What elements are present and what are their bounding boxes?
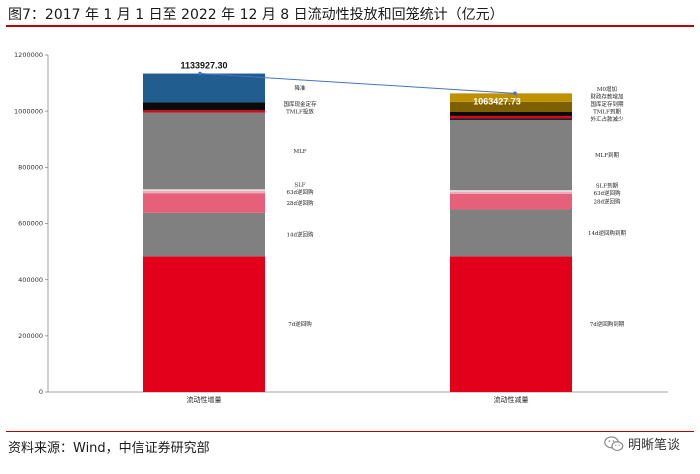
bar-segment [450,191,572,195]
bar-segment [143,73,265,103]
segment-label: SLF到期 [596,182,619,189]
segment-label: 降准 [294,84,306,92]
total-connector-line [199,73,516,94]
segment-label: 14d逆回购到期 [588,229,627,237]
bar-segment [450,112,572,116]
footer-rule [6,431,694,432]
bar-segment [450,256,572,392]
total-marker [513,91,517,96]
segment-label: 28d逆回购 [286,199,314,207]
bar-segment [143,256,265,392]
chart-title: 图7：2017 年 1 月 1 日至 2022 年 12 月 8 日流动性投放和… [8,7,504,23]
stacked-bar-chart: 0 200000 400000 600000 800000 1000000 1200000 7… [14,51,668,404]
y-tick-label: 400000 [18,276,43,284]
segment-label: M0增加 [597,85,617,93]
source-note: 资料来源：Wind，中信证券研究部 [8,441,210,456]
bar-segment [143,190,265,194]
y-tick-label: 1200000 [14,51,43,59]
segment-label: 63d逆回购 [593,189,621,197]
bar-segment [450,101,572,113]
segment-label: 14d逆回购 [286,231,314,239]
bar-segment [450,194,572,210]
bar-segment [143,102,265,111]
y-tick-label: 600000 [18,220,43,228]
segment-label: SLF [294,183,305,189]
brand-name: 明晰笔谈 [627,438,680,453]
y-tick-label: 800000 [18,164,43,172]
bar-segment [450,209,572,257]
segment-label: TMLF投放 [286,107,314,115]
segment-label: 7d逆回购到期 [590,320,625,328]
y-tick-label: 0 [39,388,43,396]
segment-label: 63d逆回购 [286,188,314,196]
segment-label: 7d逆回购 [288,320,312,328]
bar-segment [143,112,265,190]
segment-label: MLF [293,149,306,155]
bar-segment [143,212,265,257]
y-tick-label: 1000000 [14,107,43,115]
bar-segment [143,110,265,113]
segment-label: 国库定存到期 [590,100,624,108]
total-label: 1133927.30 [180,61,227,71]
segment-label: 财政存款增加 [590,93,623,101]
segment-label: MLF到期 [595,152,620,159]
wechat-icon [604,435,624,451]
bar-segment [450,119,572,191]
bar-segment [450,115,572,119]
category-label: 流动性减量 [494,395,529,404]
brand-watermark: 明晰笔谈 [604,434,680,453]
category-label: 流动性增量 [187,395,222,404]
segment-label: 国库现金定存 [283,100,317,108]
segment-label: TMLF到期 [593,109,621,116]
bar-segment [143,193,265,213]
segment-label: 28d逆回购 [593,198,621,206]
total-marker [198,71,202,76]
segment-label: 外汇占款减少 [590,115,624,123]
bar-segment [450,190,572,192]
bar-segment [450,118,572,120]
bar-segment [143,189,265,191]
title-rule [6,25,694,27]
total-label: 1063427.73 [473,96,521,106]
bar-segment [450,93,572,102]
y-tick-label: 200000 [18,332,43,340]
